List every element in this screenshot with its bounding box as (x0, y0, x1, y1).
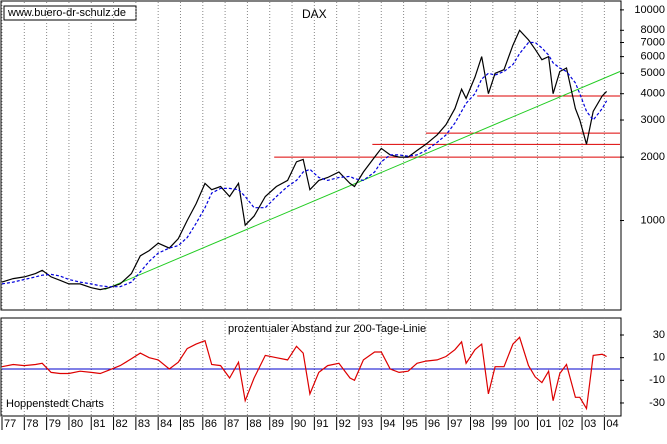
y-tick-label: 1000 (641, 214, 665, 226)
x-tick-label: 00 (517, 418, 529, 430)
y-tick-label: 5000 (641, 67, 665, 79)
data-line (1, 336, 607, 411)
x-tick-label: 97 (450, 418, 462, 430)
x-tick-label: 84 (160, 418, 172, 430)
x-tick-label: 91 (316, 418, 328, 430)
lower-frame (0, 317, 622, 417)
x-tick-label: 95 (406, 418, 418, 430)
x-tick-label: 87 (227, 418, 239, 430)
x-tick-label: 96 (428, 418, 440, 430)
upper-frame (0, 0, 622, 311)
y-tick-label: 7000 (641, 36, 665, 48)
x-tick-label: 03 (584, 418, 596, 430)
x-tick-label: 92 (339, 418, 351, 430)
y-tick-label: 2000 (641, 151, 665, 163)
x-tick-label: 78 (26, 418, 38, 430)
subtitle: prozentualer Abstand zur 200-Tage-Linie (228, 323, 426, 335)
y-tick-label: 6000 (641, 51, 665, 63)
x-tick-label: 94 (383, 418, 395, 430)
y-tick-label: 10 (653, 352, 665, 364)
x-tick-label: 04 (606, 418, 618, 430)
source: www.buero-dr-schulz.de (7, 7, 126, 19)
x-tick-label: 89 (272, 418, 284, 430)
x-tick-label: 98 (473, 418, 485, 430)
y-tick-label: -30 (649, 397, 665, 409)
x-tick-label: 80 (71, 418, 83, 430)
y-tick-label: 30 (653, 329, 665, 341)
y-tick-label: 8000 (641, 24, 665, 36)
x-tick-label: 77 (4, 418, 16, 430)
x-tick-label: 85 (182, 418, 194, 430)
y-tick-label: -10 (649, 374, 665, 386)
x-tick-label: 93 (361, 418, 373, 430)
x-tick-label: 99 (495, 418, 507, 430)
source-note: Hoppenstedt Charts (6, 398, 104, 410)
x-tick-label: 02 (562, 418, 574, 430)
y-tick-label: 3000 (641, 114, 665, 126)
x-tick-label: 83 (138, 418, 150, 430)
x-tick-label: 01 (539, 418, 551, 430)
data-line (1, 41, 608, 288)
y-tick-label: 10000 (634, 4, 665, 16)
data-line (1, 29, 608, 291)
x-tick-label: 82 (116, 418, 128, 430)
x-tick-label: 90 (294, 418, 306, 430)
y-tick-label: 4000 (641, 88, 665, 100)
x-tick-label: 86 (205, 418, 217, 430)
x-tick-label: 88 (249, 418, 261, 430)
source-box (3, 5, 137, 21)
x-tick-label: 81 (93, 418, 105, 430)
x-tick-label: 79 (49, 418, 61, 430)
